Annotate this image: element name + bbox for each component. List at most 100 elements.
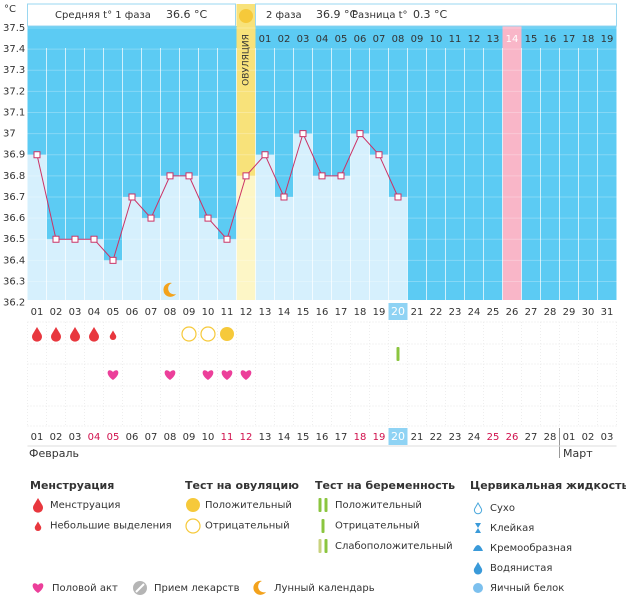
header-box [255, 3, 617, 27]
egg-icon [473, 583, 483, 593]
date-label: 10 [202, 432, 215, 443]
temperature-bar [179, 175, 199, 300]
drop-icon [109, 330, 117, 340]
date-label: 11 [221, 432, 234, 443]
legend-title: Цервикальная жидкость [470, 479, 626, 492]
temperature-point [52, 235, 60, 243]
x-tick-label: 11 [221, 307, 234, 318]
phase2-day: 06 [354, 34, 367, 45]
temperature-bar [312, 175, 332, 300]
legend-item: Половой акт [52, 583, 118, 594]
temperature-point [71, 235, 79, 243]
date-label: 22 [430, 432, 443, 443]
phase2-day: 15 [525, 34, 538, 45]
temperature-point [337, 172, 345, 180]
x-tick-label: 29 [563, 307, 576, 318]
test-bar [318, 498, 322, 512]
test-bar [318, 539, 322, 553]
drop-icon [473, 502, 483, 515]
x-tick-label: 01 [31, 307, 44, 318]
phase2-day: 02 [278, 34, 291, 45]
legend-item: Менструация [50, 500, 120, 511]
drop-icon [34, 521, 42, 531]
date-label: 07 [145, 432, 158, 443]
temperature-point [166, 172, 174, 180]
phase2-day: 17 [563, 34, 576, 45]
temperature-point [109, 256, 117, 264]
legend-item: Небольшие выделения [50, 521, 172, 532]
temperature-point [128, 193, 136, 201]
temperature-point [90, 235, 98, 243]
ovulation-label: ОВУЛЯЦИЯ [242, 34, 252, 86]
x-tick-label: 15 [297, 307, 310, 318]
heart-icon [32, 583, 44, 593]
phase2-day: 18 [582, 34, 595, 45]
temperature-bar [198, 218, 218, 300]
drop-icon [33, 498, 43, 513]
temperature-bar [84, 239, 104, 300]
moon-icon [163, 282, 176, 297]
drop-icon [51, 327, 61, 342]
phase1-label: Средняя t° 1 фаза [55, 10, 151, 21]
x-tick-label: 08 [164, 307, 177, 318]
temperature-point [299, 130, 307, 138]
phase2-day: 01 [259, 34, 272, 45]
date-label: 04 [88, 432, 101, 443]
y-tick-label: 37 [3, 129, 16, 140]
date-label: 27 [525, 432, 538, 443]
x-tick-label: 06 [126, 307, 139, 318]
legend-item: Отрицательный [205, 521, 290, 532]
y-unit: °C [4, 4, 16, 15]
temperature-bar [350, 133, 370, 300]
temperature-point [223, 235, 231, 243]
x-tick-label: 07 [145, 307, 158, 318]
heart-icon [202, 370, 214, 380]
legend-item: Сухо [490, 503, 515, 514]
x-tick-label: 02 [50, 307, 63, 318]
x-tick-label: 24 [468, 307, 481, 318]
month-label: Февраль [29, 447, 79, 460]
y-tick-label: 36.2 [3, 298, 25, 309]
phase1-value: 36.6 °C [166, 8, 207, 21]
temperature-point [261, 151, 269, 159]
temperature-bar [217, 239, 237, 300]
month-label: Март [563, 447, 593, 460]
negative-icon [181, 326, 197, 342]
temperature-bar [388, 196, 408, 300]
date-label: 02 [582, 432, 595, 443]
x-tick-label: 22 [430, 307, 443, 318]
x-tick-label: 27 [525, 307, 538, 318]
pill-slash [135, 583, 145, 593]
date-label: 01 [31, 432, 44, 443]
date-label: 20 [391, 430, 405, 443]
x-tick-label: 17 [335, 307, 348, 318]
diff-value: 0.3 °C [413, 8, 447, 21]
temperature-point [280, 193, 288, 201]
temperature-point [394, 193, 402, 201]
legend-item: Водянистая [490, 563, 552, 574]
date-label: 12 [240, 432, 253, 443]
temperature-point [147, 214, 155, 222]
temperature-bar [27, 154, 47, 300]
phase2-day: 16 [544, 34, 557, 45]
x-tick-label: 20 [391, 305, 405, 318]
legend-title: Тест на беременность [315, 479, 455, 492]
temperature-point [356, 130, 364, 138]
temperature-bar [236, 175, 256, 300]
temperature-bar [46, 239, 66, 300]
date-label: 01 [563, 432, 576, 443]
date-label: 17 [335, 432, 348, 443]
diff-label: Разница t° [352, 10, 408, 21]
temperature-point [185, 172, 193, 180]
moon-icon [253, 580, 266, 595]
phase2-day: 13 [487, 34, 500, 45]
drop-icon [70, 327, 80, 342]
cream-icon [473, 545, 483, 551]
x-tick-label: 12 [240, 307, 253, 318]
x-tick-label: 05 [107, 307, 120, 318]
positive-icon [220, 327, 234, 341]
date-label: 23 [449, 432, 462, 443]
y-tick-label: 36.4 [3, 255, 25, 266]
temperature-point [33, 151, 41, 159]
